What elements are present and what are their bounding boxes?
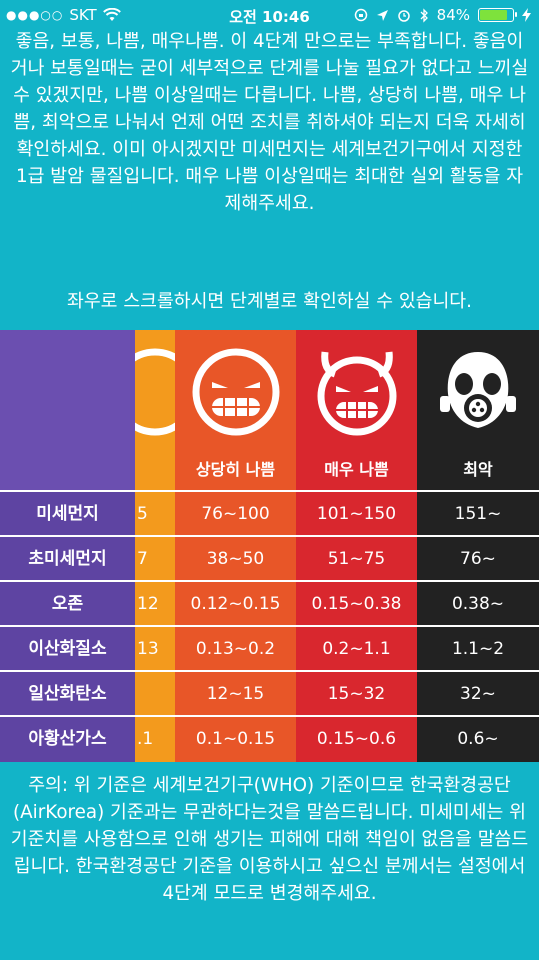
status-bar: ●●●○○ SKT 오전 10:46 84% (0, 0, 539, 30)
pollutant-label: 초미세먼지 (28, 549, 107, 569)
table-cell: 0.15~0.6 (316, 729, 397, 749)
rotation-lock-icon (354, 8, 367, 22)
table-cell: 13 (137, 639, 159, 659)
pollutant-label: 아황산가스 (28, 729, 107, 749)
location-icon (376, 9, 388, 21)
battery-level (480, 10, 507, 20)
wifi-icon (102, 8, 121, 21)
row-divider (0, 670, 539, 672)
table-cell: 15~32 (327, 684, 386, 704)
table-cell: 0.13~0.2 (195, 639, 276, 659)
table-cell: .1 (137, 729, 154, 749)
alarm-icon (397, 10, 410, 22)
devil-face-icon (317, 351, 396, 436)
level-column-quite-bad: 상당히 나쁨 76~100 38~50 0.12~0.15 0.13~0.2 12~15… (175, 330, 296, 762)
grinning-angry-face-icon (192, 348, 279, 436)
table-cell: 76~ (460, 549, 496, 569)
row-divider (0, 490, 539, 492)
row-divider (0, 715, 539, 717)
level-column-very-bad: 매우 나쁨 101~150 51~75 0.15~0.38 0.2~1.1 15~32 0… (296, 330, 417, 762)
level-label: 상당히 나쁨 (195, 460, 276, 479)
charging-icon (522, 8, 531, 22)
table-cell: 12~15 (206, 684, 265, 704)
table-cell: 32~ (460, 684, 496, 704)
gas-mask-icon (440, 352, 516, 428)
status-right: 84% (354, 6, 531, 24)
table-cell: 7 (137, 549, 148, 569)
pollutant-label: 오존 (51, 594, 84, 614)
pollutant-label-header (0, 330, 135, 490)
table-cell: 151~ (454, 504, 502, 524)
table-cell: 0.38~ (451, 594, 505, 614)
table-cell: 51~75 (327, 549, 386, 569)
battery-icon (478, 8, 517, 22)
status-left: ●●●○○ SKT (6, 6, 121, 24)
level-header-worst: 최악 (417, 330, 539, 490)
intro-text: 좋음, 보통, 나쁨, 매우나쁨. 이 4단계 만으로는 부족합니다. 좋음이거… (10, 31, 529, 214)
level-header-partial (111, 330, 199, 490)
notice-text: 주의: 위 기준은 세계보건기구(WHO) 기준이므로 한국환경공단 (AirK… (10, 775, 529, 904)
row-divider (0, 625, 539, 627)
table-cell: 38~50 (206, 549, 265, 569)
level-column-partial: 5 7 12 13 .1 (111, 330, 199, 762)
carrier-label: SKT (69, 6, 97, 24)
table-cell: 0.6~ (457, 729, 499, 749)
table-cell (135, 672, 175, 716)
table-cell: 0.1~0.15 (195, 729, 276, 749)
battery-percent: 84% (436, 6, 470, 24)
pollutant-label: 일산화탄소 (28, 684, 107, 704)
level-table[interactable]: 5 7 12 13 .1 상당히 나쁨 76~100 38~50 0.12~0.15 0.13… (0, 330, 539, 762)
signal-icon: ●●●○○ (6, 8, 64, 22)
row-divider (0, 535, 539, 537)
level-column-worst: 최악 151~ 76~ 0.38~ 1.1~2 32~ 0.6~ (417, 330, 539, 762)
table-cell: 101~150 (316, 504, 397, 524)
table-cell: 0.15~0.38 (311, 594, 402, 614)
table-cell: 12 (137, 594, 159, 614)
table-cell: 5 (137, 504, 148, 524)
scroll-hint-text: 좌우로 스크롤하시면 단계별로 확인하실 수 있습니다. (67, 291, 472, 312)
table-cell: 0.2~1.1 (322, 639, 391, 659)
pollutant-label: 미세먼지 (36, 504, 99, 524)
table-cell: 76~100 (201, 504, 270, 524)
row-divider (0, 580, 539, 582)
level-label: 최악 (463, 460, 493, 479)
table-cell: 0.12~0.15 (190, 594, 281, 614)
level-header-very-bad: 매우 나쁨 (296, 330, 417, 490)
pollutant-label: 이산화질소 (28, 639, 107, 659)
status-time: 오전 10:46 (229, 8, 310, 26)
level-label: 매우 나쁨 (324, 460, 389, 479)
bluetooth-icon (420, 7, 428, 23)
level-header-quite-bad: 상당히 나쁨 (175, 330, 296, 490)
table-cell: 1.1~2 (451, 639, 505, 659)
